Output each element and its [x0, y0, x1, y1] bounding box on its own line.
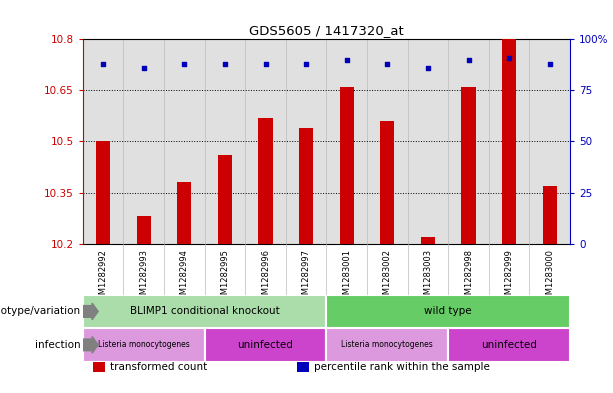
Point [545, 61, 555, 67]
Text: GSM1283000: GSM1283000 [546, 249, 554, 305]
Bar [299, 128, 313, 244]
Bar [83, 295, 326, 328]
Bar [259, 118, 273, 244]
Point [139, 65, 148, 71]
Point [383, 61, 392, 67]
Text: GSM1283003: GSM1283003 [424, 249, 432, 305]
Text: GSM1283001: GSM1283001 [342, 249, 351, 305]
Bar [502, 39, 516, 244]
Bar [543, 186, 557, 244]
Bar [83, 39, 123, 244]
Bar [164, 39, 205, 244]
Point [504, 55, 514, 61]
Text: Listeria monocytogenes: Listeria monocytogenes [98, 340, 189, 349]
FancyArrow shape [82, 303, 98, 320]
Text: transformed count: transformed count [110, 362, 207, 373]
Text: GSM1283002: GSM1283002 [383, 249, 392, 305]
Text: percentile rank within the sample: percentile rank within the sample [314, 362, 490, 373]
Bar [408, 39, 448, 244]
Point [301, 61, 311, 67]
Bar [367, 39, 408, 244]
Bar [286, 39, 326, 244]
Title: GDS5605 / 1417320_at: GDS5605 / 1417320_at [249, 24, 404, 37]
Text: infection: infection [35, 340, 81, 350]
Text: GSM1282999: GSM1282999 [504, 249, 514, 305]
Bar [297, 362, 310, 372]
Bar [448, 39, 489, 244]
Text: wild type: wild type [424, 307, 472, 316]
Point [463, 57, 473, 63]
Text: genotype/variation: genotype/variation [0, 307, 81, 316]
Point [180, 61, 189, 67]
Text: GSM1282997: GSM1282997 [302, 249, 311, 305]
FancyArrow shape [82, 336, 98, 353]
Point [98, 61, 108, 67]
Point [261, 61, 270, 67]
Bar [123, 39, 164, 244]
Text: GSM1282992: GSM1282992 [99, 249, 107, 305]
Point [423, 65, 433, 71]
Text: GSM1282995: GSM1282995 [221, 249, 229, 305]
Text: GSM1282998: GSM1282998 [464, 249, 473, 305]
Bar [489, 39, 530, 244]
Point [342, 57, 352, 63]
Text: BLIMP1 conditional knockout: BLIMP1 conditional knockout [130, 307, 280, 316]
Bar [326, 295, 570, 328]
Bar [218, 155, 232, 244]
Bar [83, 328, 205, 362]
Bar [177, 182, 191, 244]
Text: GSM1282993: GSM1282993 [139, 249, 148, 305]
Text: uninfected: uninfected [238, 340, 294, 350]
Bar [421, 237, 435, 244]
Bar [137, 217, 151, 244]
Bar [530, 39, 570, 244]
Bar [326, 328, 448, 362]
Text: GSM1282996: GSM1282996 [261, 249, 270, 305]
Bar [448, 328, 570, 362]
Bar [205, 328, 326, 362]
Bar [462, 87, 476, 244]
Text: uninfected: uninfected [481, 340, 537, 350]
Point [220, 61, 230, 67]
Bar [340, 87, 354, 244]
Text: Listeria monocytogenes: Listeria monocytogenes [341, 340, 433, 349]
Bar [205, 39, 245, 244]
Bar [245, 39, 286, 244]
Bar [93, 362, 105, 372]
Bar [326, 39, 367, 244]
Bar [380, 121, 394, 244]
Bar [96, 141, 110, 244]
Text: GSM1282994: GSM1282994 [180, 249, 189, 305]
